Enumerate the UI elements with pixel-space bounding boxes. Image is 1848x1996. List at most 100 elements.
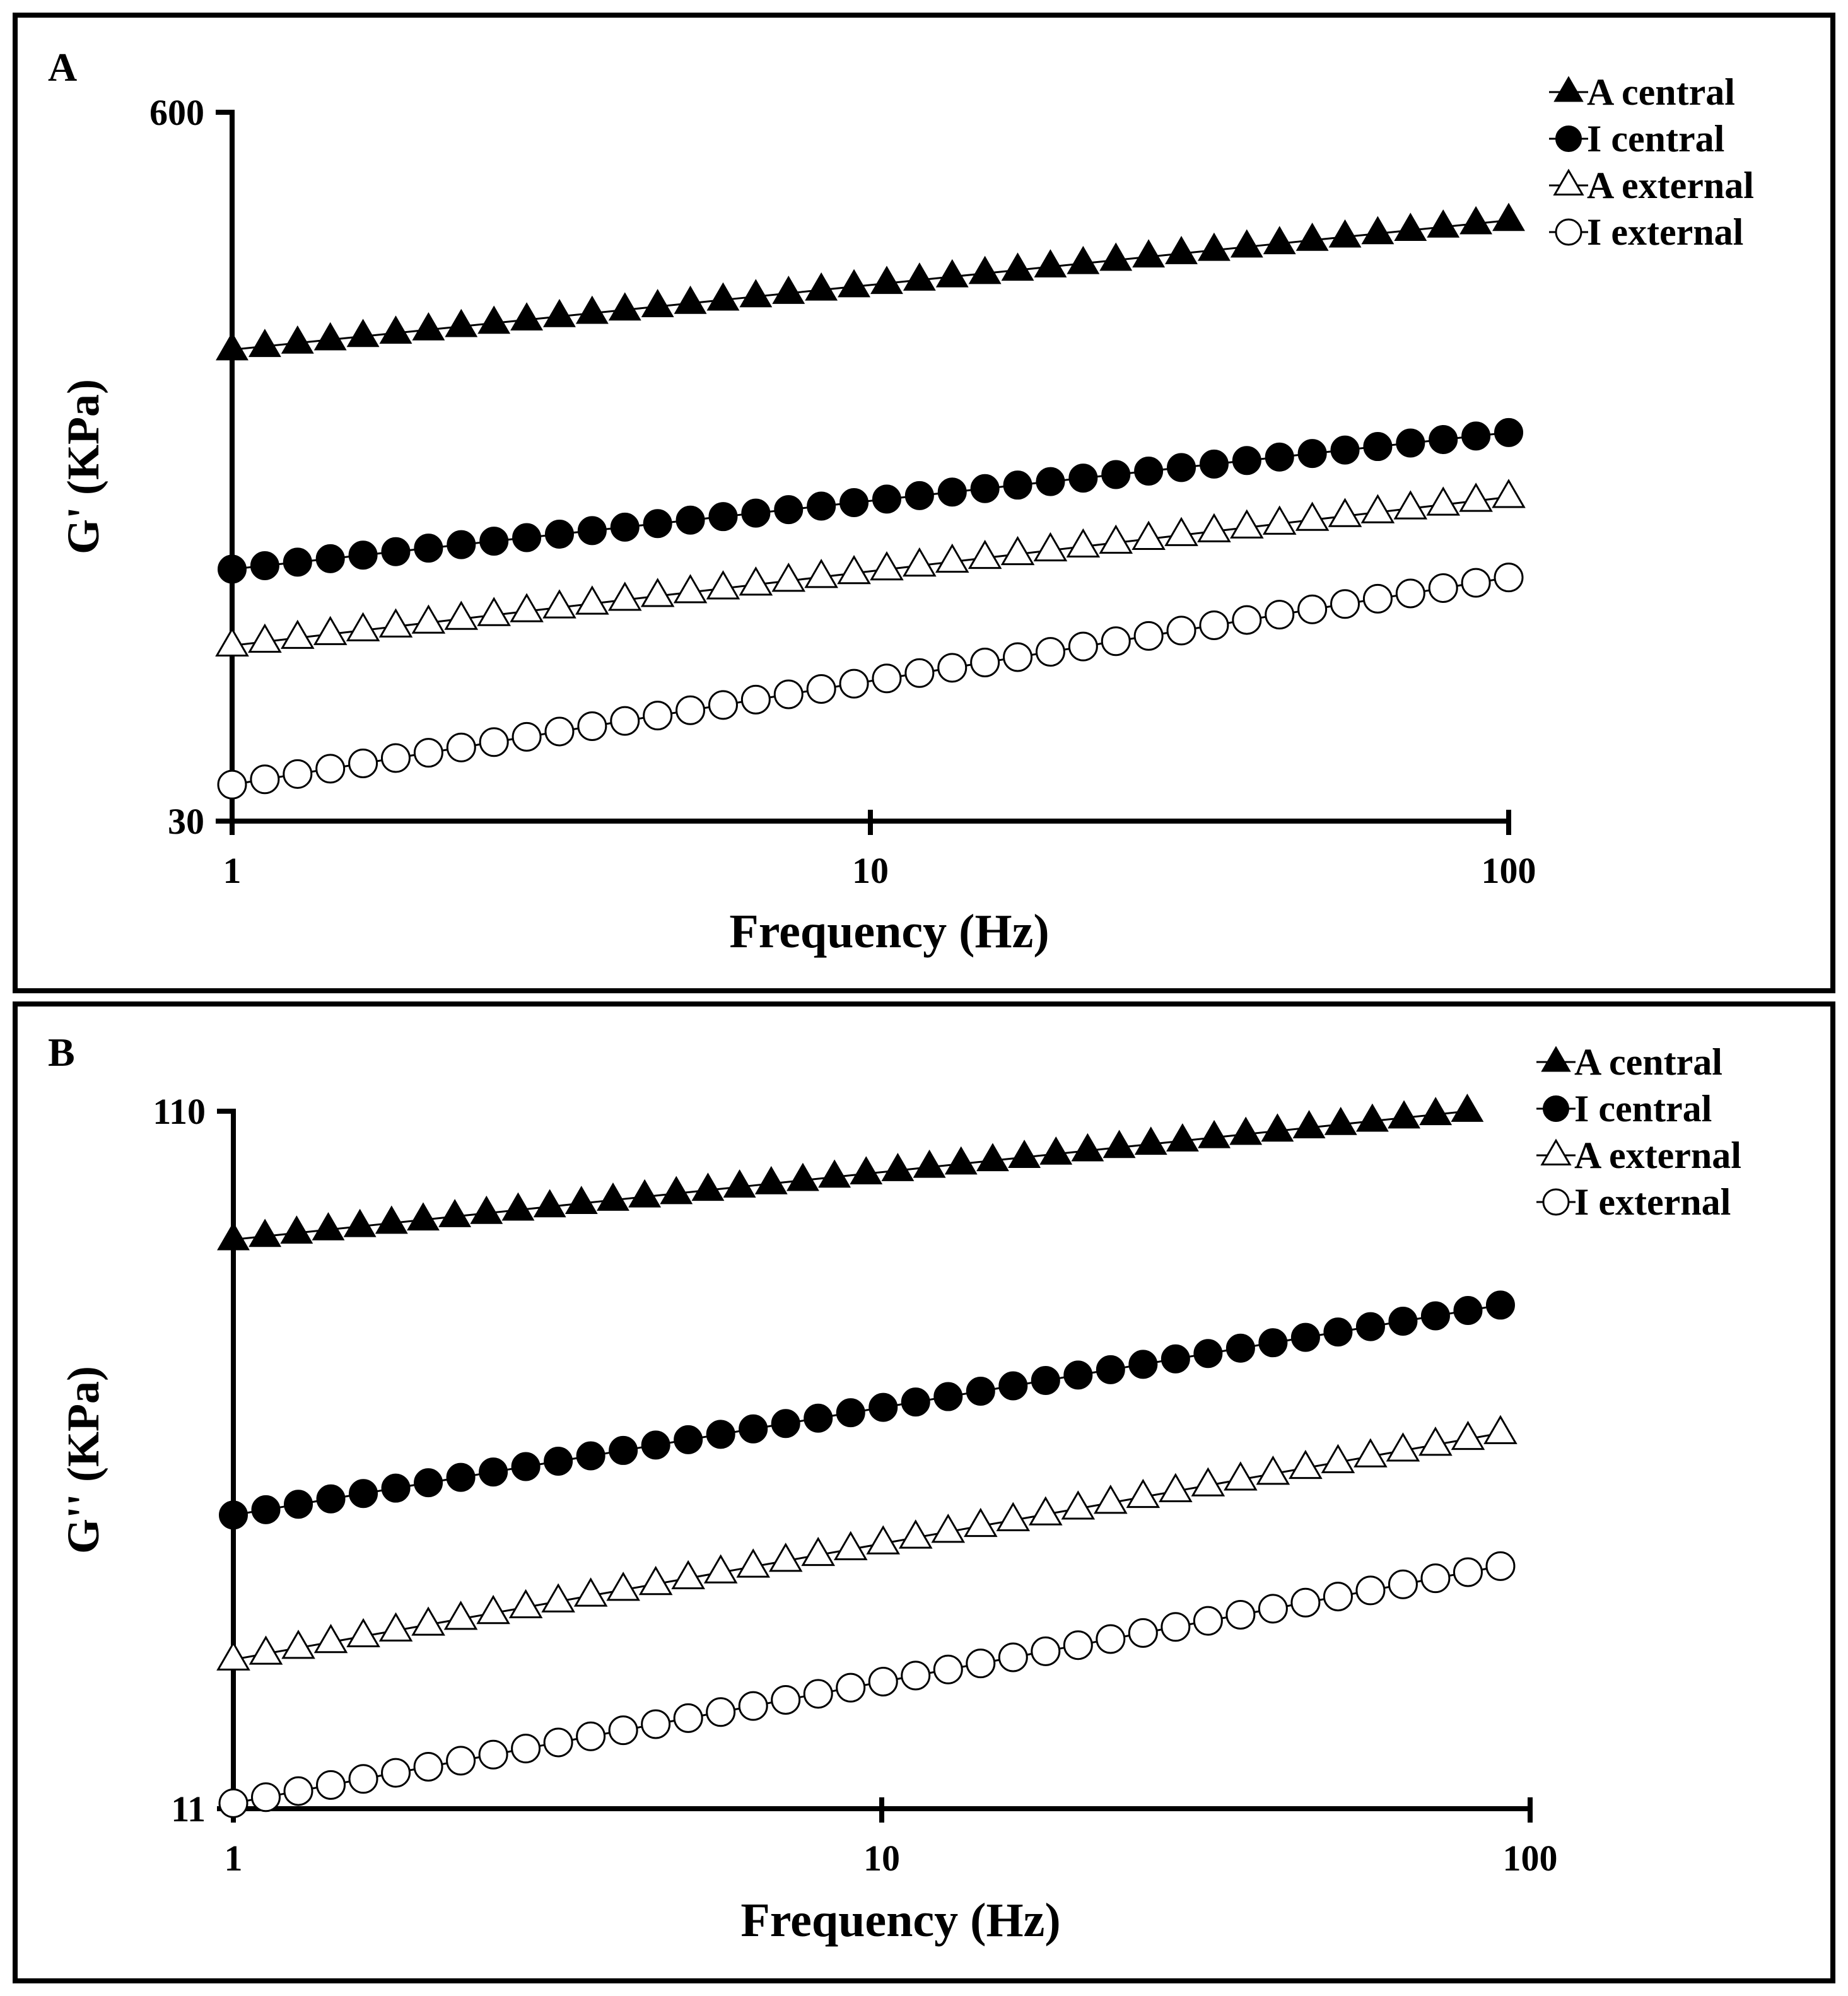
data-point	[343, 1208, 377, 1237]
data-point	[283, 759, 313, 789]
data-point	[1451, 1094, 1484, 1122]
data-point	[470, 1195, 503, 1224]
chart-panel-a: A 30 600 1 10 100 Frequency (Hz) G' (KPa) A cent…	[13, 13, 1835, 993]
data-point	[1000, 535, 1035, 566]
data-point	[575, 585, 609, 615]
data-point	[1388, 1307, 1418, 1336]
data-point	[251, 1495, 281, 1524]
data-point	[1197, 513, 1231, 542]
data-point	[1324, 1106, 1357, 1135]
data-point	[801, 1536, 836, 1567]
data-point	[573, 1577, 608, 1607]
data-point	[577, 516, 607, 546]
data-point	[608, 292, 641, 321]
data-point	[1224, 1461, 1258, 1491]
data-point	[542, 589, 576, 619]
data-point	[1485, 1290, 1515, 1320]
data-point	[1099, 242, 1133, 271]
data-point	[937, 653, 968, 683]
data-point	[1330, 589, 1360, 619]
data-point	[740, 684, 771, 715]
data-point	[283, 1776, 313, 1806]
data-point	[610, 512, 640, 542]
data-point	[872, 484, 901, 514]
data-point	[284, 1490, 313, 1519]
data-point	[1001, 252, 1034, 281]
data-point	[218, 1788, 249, 1818]
data-point	[1232, 605, 1262, 635]
data-point	[379, 315, 412, 344]
data-point	[543, 298, 576, 327]
data-point	[628, 1179, 662, 1208]
data-point	[1321, 1444, 1355, 1473]
data-point	[1265, 442, 1294, 472]
data-point	[564, 1186, 598, 1215]
data-point	[375, 1205, 408, 1234]
data-point	[544, 1446, 573, 1476]
data-point	[312, 1211, 345, 1240]
data-point	[643, 509, 672, 539]
legend-item-i-central: I central	[1536, 1088, 1712, 1129]
data-point	[803, 1679, 833, 1709]
data-point	[850, 1156, 883, 1185]
data-point	[1419, 1097, 1453, 1126]
data-point	[543, 1727, 573, 1758]
data-point	[1164, 517, 1198, 546]
data-point	[1453, 1295, 1483, 1325]
series-line	[231, 496, 1509, 647]
data-point	[1289, 1449, 1323, 1479]
data-point	[1166, 616, 1196, 646]
data-point	[1396, 428, 1425, 458]
data-point	[533, 1189, 566, 1218]
data-point	[1134, 1126, 1167, 1155]
data-point	[944, 1146, 978, 1175]
data-point	[640, 578, 675, 607]
legend-label: I central	[1587, 118, 1724, 160]
data-point	[249, 1218, 282, 1247]
data-point	[512, 721, 542, 752]
legend-item-a-central: A central	[1549, 71, 1735, 113]
data-point	[773, 679, 804, 709]
data-point	[1094, 1485, 1128, 1514]
data-point	[839, 487, 869, 517]
data-point	[511, 1452, 541, 1481]
data-point	[1101, 626, 1131, 657]
data-point	[998, 1642, 1028, 1672]
legend: A central I central A external I external	[1549, 71, 1754, 253]
data-point	[479, 527, 509, 556]
data-point	[739, 1414, 768, 1444]
series-i-central	[218, 417, 1523, 584]
y-tick-label: 110	[153, 1091, 206, 1132]
data-point	[283, 547, 312, 577]
data-point	[1035, 637, 1065, 667]
legend-label: I external	[1574, 1181, 1731, 1223]
data-point	[1101, 460, 1131, 489]
data-point	[1161, 1344, 1190, 1374]
data-point	[508, 1589, 543, 1619]
data-point	[1193, 1339, 1223, 1369]
data-point	[868, 1667, 898, 1697]
data-point	[1354, 1438, 1388, 1468]
x-axis-title: Frequency (Hz)	[740, 1894, 1060, 1947]
data-point	[1036, 467, 1065, 496]
data-point	[1066, 528, 1101, 558]
data-point	[970, 474, 1000, 503]
series-i-external	[218, 1551, 1516, 1818]
data-point	[1128, 1618, 1158, 1648]
data-point	[1355, 1312, 1385, 1341]
data-point	[1426, 486, 1461, 516]
legend-item-a-central: A central	[1536, 1041, 1722, 1083]
data-point	[597, 1182, 629, 1211]
data-point	[1394, 213, 1427, 242]
data-point	[1134, 456, 1164, 486]
data-point	[313, 616, 348, 645]
data-point	[378, 1612, 413, 1642]
data-point	[414, 534, 443, 563]
data-point	[1290, 1587, 1321, 1618]
panel-letter: A	[48, 45, 77, 90]
y-axis-title: G' (KPa)	[58, 379, 108, 554]
data-point	[544, 519, 574, 549]
data-point	[1225, 1599, 1256, 1630]
data-point	[935, 543, 969, 573]
chart-panel-b: B 11 110 1 10 100 Frequency (Hz) G'' (KPa) A cen…	[13, 1001, 1835, 1983]
